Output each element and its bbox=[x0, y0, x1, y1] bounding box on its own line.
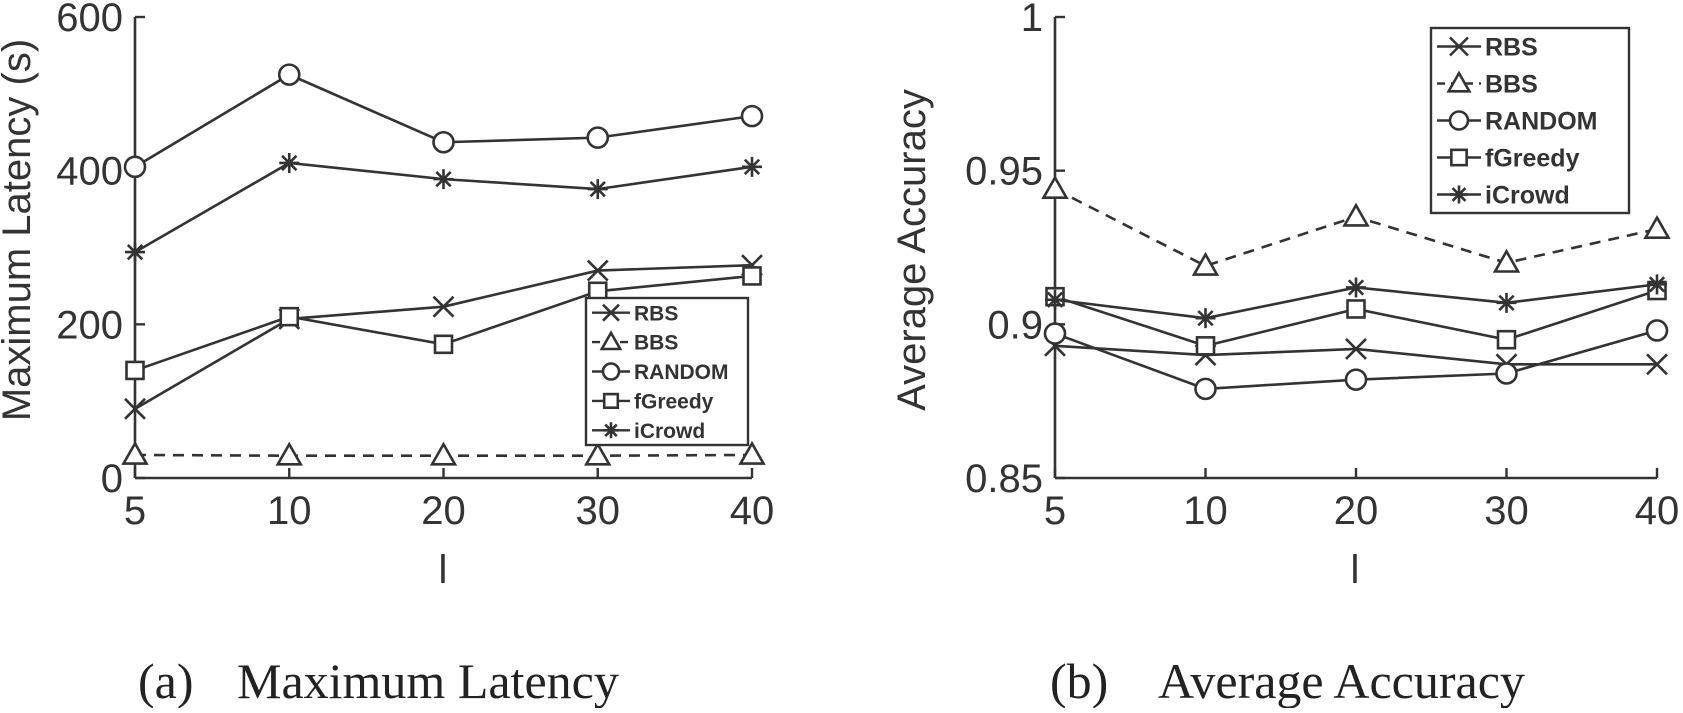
chart-a-point-fgreedy bbox=[433, 334, 454, 355]
chart-b-y-tick-label: 0.85 bbox=[965, 457, 1043, 501]
chart-b-legend-label-bbs: BBS bbox=[1485, 71, 1538, 99]
chart-a-point-random bbox=[586, 126, 610, 149]
chart-a-caption-title: Maximum Latency bbox=[237, 653, 619, 708]
chart-b-point-rbs bbox=[1345, 338, 1367, 360]
chart-a-point-random bbox=[123, 155, 147, 179]
chart-a-caption-tag: (a) bbox=[138, 653, 194, 708]
chart-b-x-tick-label: 10 bbox=[1183, 489, 1228, 533]
chart-b-y-tick-label: 0.95 bbox=[965, 150, 1043, 194]
chart-b-point-random bbox=[1645, 319, 1669, 342]
chart-a-point-icrowd bbox=[279, 152, 300, 173]
chart-b-ylabel: Average Accuracy bbox=[890, 89, 934, 411]
chart-b-legend: RBS BBS RANDOM fGreedy iCrowd bbox=[1429, 26, 1631, 215]
chart-b-legend-label-fgreedy: fGreedy bbox=[1485, 145, 1580, 173]
chart-b-point-icrowd bbox=[1647, 274, 1667, 295]
chart-a-point-random bbox=[432, 130, 455, 154]
chart-a-point-icrowd bbox=[742, 156, 762, 177]
chart-b-y-tick-label: 1 bbox=[1021, 0, 1043, 40]
chart-a-xlabel: l bbox=[439, 548, 448, 592]
chart-a-ylabel: Maximum Latency (s) bbox=[0, 39, 39, 421]
chart-a-point-random bbox=[740, 104, 764, 128]
chart-a-point-icrowd bbox=[587, 179, 608, 200]
chart-b-point-random bbox=[1495, 362, 1518, 385]
chart-a-x-tick-label: 20 bbox=[421, 489, 466, 533]
chart-a-legend-marker-bbs bbox=[599, 330, 623, 351]
chart-a-x-tick-label: 40 bbox=[730, 489, 775, 533]
chart-a-y-tick-label: 400 bbox=[56, 150, 123, 194]
chart-a-legend-marker-icrowd bbox=[603, 422, 619, 439]
chart-b-point-icrowd bbox=[1195, 308, 1216, 329]
chart-b-legend-label-rbs: RBS bbox=[1485, 34, 1538, 62]
chart-a-legend-label-random: RANDOM bbox=[634, 361, 729, 384]
chart-a-x-tick-label: 5 bbox=[124, 489, 146, 533]
chart-b-point-bbs bbox=[1191, 251, 1220, 276]
chart-a-x-tick-label: 30 bbox=[576, 489, 621, 533]
chart-a-y-tick-label: 200 bbox=[56, 303, 123, 347]
chart-b-caption-title: Average Accuracy bbox=[1158, 653, 1525, 708]
chart-a-point-fgreedy bbox=[279, 306, 300, 327]
chart-b-point-icrowd bbox=[1496, 292, 1517, 313]
chart-b-caption-tag: (b) bbox=[1050, 653, 1108, 708]
chart-b-point-icrowd bbox=[1045, 289, 1065, 310]
chart-b: 0.85 0.9 0.95 1 5 10 20 30 40 RBS BBS RANDOM fGreed… bbox=[890, 0, 1679, 709]
chart-a-point-fgreedy bbox=[125, 360, 145, 381]
chart-a-point-bbs bbox=[121, 440, 149, 465]
chart-a-axes: 0 200 400 600 5 10 20 30 40 bbox=[56, 0, 774, 533]
chart-a-legend-label-fgreedy: fGreedy bbox=[634, 390, 714, 413]
chart-b-legend-marker-random bbox=[1448, 110, 1470, 131]
chart-a-y-tick-label: 600 bbox=[56, 0, 123, 40]
chart-b-point-rbs bbox=[1646, 353, 1668, 376]
chart-b-x-tick-label: 5 bbox=[1044, 489, 1066, 533]
chart-b-legend-marker-icrowd bbox=[1450, 185, 1468, 204]
chart-a-legend-label-bbs: BBS bbox=[634, 332, 678, 355]
chart-a-legend-marker-fgreedy bbox=[602, 392, 620, 410]
chart-b-legend-marker-bbs bbox=[1446, 70, 1472, 93]
chart-a-legend-label-rbs: RBS bbox=[634, 302, 678, 325]
chart-b-point-fgreedy bbox=[1496, 329, 1517, 350]
chart-b-y-tick-label: 0.9 bbox=[987, 303, 1043, 347]
chart-b-xlabel: l bbox=[1351, 548, 1360, 592]
chart-a-point-rbs bbox=[586, 259, 609, 282]
chart-b-x-tick-label: 30 bbox=[1484, 489, 1529, 533]
chart-a-y-tick-label: 0 bbox=[101, 457, 123, 501]
chart-a-series bbox=[121, 63, 766, 466]
chart-a-x-tick-label: 10 bbox=[267, 489, 312, 533]
chart-a-legend-marker-random bbox=[601, 362, 621, 381]
chart-b-point-random bbox=[1344, 368, 1368, 391]
chart-b-point-bbs bbox=[1643, 214, 1671, 239]
chart-a-point-bbs bbox=[275, 441, 303, 466]
chart-b-legend-marker-fgreedy bbox=[1450, 148, 1468, 167]
chart-b-legend-label-icrowd: iCrowd bbox=[1485, 182, 1570, 210]
chart-b-series bbox=[1041, 174, 1671, 401]
chart-b-point-bbs bbox=[1041, 174, 1069, 200]
chart-b-x-tick-label: 40 bbox=[1635, 489, 1680, 533]
chart-a-point-bbs bbox=[429, 441, 458, 466]
chart-a-point-icrowd bbox=[125, 242, 145, 263]
chart-a-point-bbs bbox=[584, 441, 612, 466]
chart-a-point-random bbox=[277, 63, 301, 86]
chart-b-point-icrowd bbox=[1346, 277, 1366, 298]
chart-a-point-rbs bbox=[124, 397, 146, 420]
chart-a: 0 200 400 600 5 10 20 30 40 RBS BBS RANDOM fGreedy i… bbox=[0, 0, 774, 709]
chart-b-point-fgreedy bbox=[1195, 336, 1216, 356]
chart-a-legend-marker-rbs bbox=[602, 303, 620, 322]
chart-b-axes: 0.85 0.9 0.95 1 5 10 20 30 40 bbox=[965, 0, 1679, 533]
chart-b-point-random bbox=[1194, 377, 1217, 401]
chart-a-point-bbs bbox=[738, 440, 766, 465]
chart-b-point-fgreedy bbox=[1346, 299, 1366, 319]
chart-b-x-tick-label: 20 bbox=[1334, 489, 1379, 533]
chart-a-legend-label-icrowd: iCrowd bbox=[634, 420, 705, 443]
chart-a-legend: RBS BBS RANDOM fGreedy iCrowd bbox=[584, 296, 750, 447]
chart-b-legend-marker-rbs bbox=[1449, 36, 1469, 57]
chart-a-point-rbs bbox=[432, 295, 455, 318]
chart-b-point-bbs bbox=[1492, 248, 1521, 273]
chart-b-point-bbs bbox=[1342, 202, 1370, 227]
chart-a-point-icrowd bbox=[433, 169, 454, 190]
chart-b-legend-label-random: RANDOM bbox=[1485, 108, 1598, 136]
chart-a-point-fgreedy bbox=[742, 266, 762, 286]
chart-b-point-random bbox=[1043, 322, 1067, 345]
